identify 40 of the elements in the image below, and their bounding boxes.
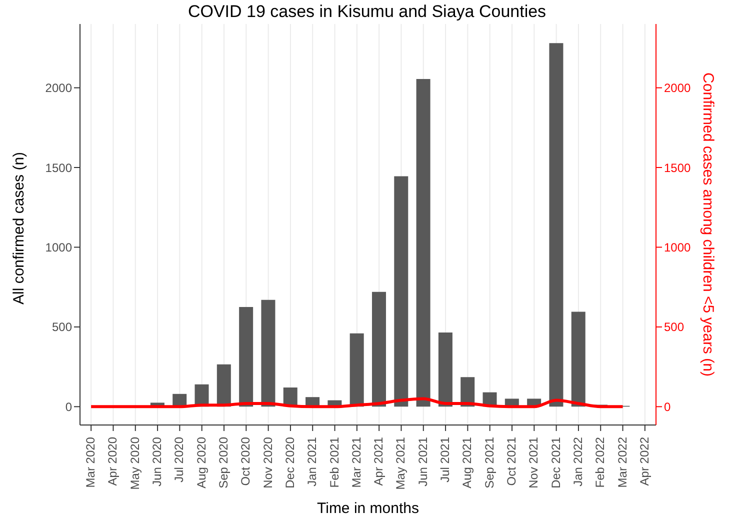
- y-axis-title: All confirmed cases (n): [10, 152, 28, 304]
- x-tick-label: Jan 2022: [570, 436, 585, 486]
- x-tick-label: Jun 2020: [150, 436, 164, 486]
- x-tick-label: Dec 2020: [282, 436, 297, 488]
- x-tick-label: Mar 2022: [615, 436, 630, 488]
- x-tick-label: May 2020: [128, 436, 142, 490]
- x-tick-label: Aug 2020: [194, 436, 208, 488]
- y2-tick-label: 1500: [664, 160, 692, 175]
- x-tick-label: Jun 2021: [416, 436, 430, 486]
- x-tick-label: Oct 2020: [238, 436, 253, 486]
- x-tick-label: Nov 2020: [260, 436, 275, 488]
- y-tick-label: 1500: [45, 160, 72, 175]
- x-tick-label: Sep 2021: [482, 436, 496, 488]
- x-tick-label: Aug 2021: [460, 436, 474, 488]
- y-tick-label: 500: [52, 320, 72, 334]
- y-tick-label: 1000: [45, 240, 72, 254]
- x-tick-label: Apr 2021: [372, 436, 386, 486]
- x-tick-label: May 2021: [394, 436, 408, 490]
- y2-tick-label: 2000: [664, 81, 692, 96]
- x-tick-label: Sep 2020: [216, 436, 231, 488]
- x-tick-label: Dec 2021: [548, 436, 563, 488]
- x-tick-label: Jul 2020: [172, 436, 186, 482]
- y2-tick-label: 500: [664, 320, 684, 334]
- x-axis-title: Time in months: [317, 500, 419, 517]
- x-tick-label: Feb 2021: [327, 436, 342, 488]
- y2-tick-label: 1000: [664, 240, 692, 254]
- x-tick-label: Apr 2020: [106, 436, 120, 486]
- x-tick-label: Jan 2021: [305, 436, 320, 486]
- x-tick-label: Nov 2021: [526, 436, 541, 488]
- chart-title: COVID 19 cases in Kisumu and Siaya Counties: [186, 2, 548, 22]
- x-tick-label: Feb 2022: [593, 436, 608, 488]
- x-tick-label: Apr 2022: [637, 436, 652, 486]
- y2-tick-label: 0: [664, 400, 671, 414]
- y-tick-label: 2000: [45, 81, 72, 96]
- y-tick-label: 0: [65, 400, 72, 414]
- x-tick-label: Mar 2020: [84, 436, 98, 488]
- x-tick-label: Mar 2021: [349, 436, 364, 488]
- x-tick-label: Jul 2021: [438, 436, 452, 482]
- x-tick-label: Oct 2021: [504, 436, 519, 486]
- y2-axis-title: Confirmed cases among children <5 years (n): [700, 72, 716, 376]
